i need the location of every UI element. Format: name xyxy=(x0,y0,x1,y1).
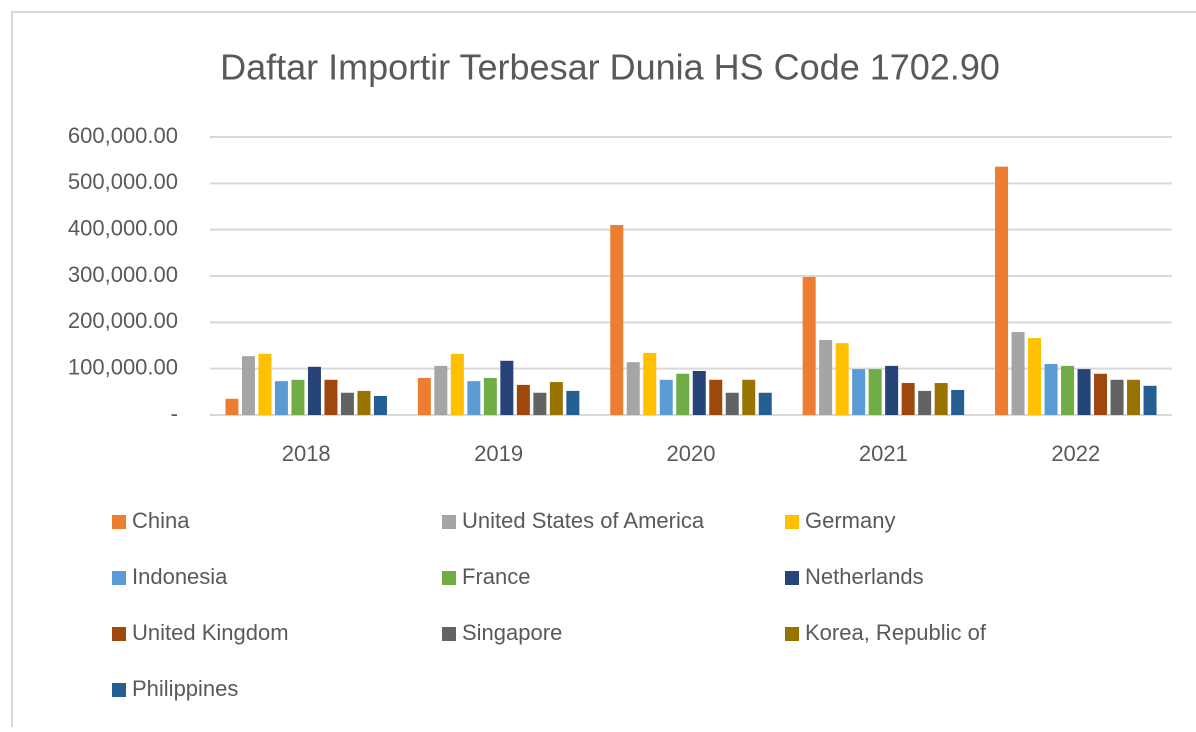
legend-swatch xyxy=(112,515,126,529)
bar xyxy=(934,383,948,415)
legend-swatch xyxy=(112,683,126,697)
legend-swatch xyxy=(785,515,799,529)
bar xyxy=(1127,379,1141,415)
bar xyxy=(357,390,371,415)
legend-swatch xyxy=(112,627,126,641)
bar xyxy=(307,366,321,415)
bar xyxy=(533,392,547,415)
legend-swatch xyxy=(442,571,456,585)
bar xyxy=(725,392,739,415)
bar xyxy=(241,356,255,415)
x-tick-label: 2021 xyxy=(859,441,908,466)
legend-swatch xyxy=(442,627,456,641)
legend-swatch xyxy=(442,515,456,529)
bar xyxy=(1028,338,1042,415)
y-tick-label: 600,000.00 xyxy=(68,123,178,148)
legend-label: China xyxy=(132,508,190,533)
bar xyxy=(659,379,673,415)
bar xyxy=(742,379,756,415)
bar xyxy=(676,373,690,415)
bar xyxy=(1143,385,1157,415)
bar xyxy=(340,392,354,415)
bar xyxy=(626,362,640,415)
bar xyxy=(610,225,624,415)
bar xyxy=(258,353,272,415)
bar xyxy=(643,352,657,415)
legend-label: Indonesia xyxy=(132,564,228,589)
bar xyxy=(1061,365,1075,415)
bar xyxy=(483,377,497,415)
bar xyxy=(1110,379,1124,415)
bar xyxy=(1094,373,1108,415)
x-tick-label: 2022 xyxy=(1051,441,1100,466)
bar xyxy=(1044,364,1058,415)
bar xyxy=(1077,369,1091,415)
bar xyxy=(434,365,448,415)
bar xyxy=(852,369,866,415)
bar xyxy=(373,396,387,415)
y-tick-label: 300,000.00 xyxy=(68,262,178,287)
bar xyxy=(500,360,514,415)
legend-label: United States of America xyxy=(462,508,705,533)
legend-label: United Kingdom xyxy=(132,620,289,645)
y-tick-label: 200,000.00 xyxy=(68,308,178,333)
bar xyxy=(951,389,965,415)
legend-label: Philippines xyxy=(132,676,238,701)
legend-swatch xyxy=(112,571,126,585)
legend-label: Germany xyxy=(805,508,895,533)
bar xyxy=(835,343,849,415)
legend-swatch xyxy=(785,627,799,641)
legend-swatch xyxy=(785,571,799,585)
bar xyxy=(819,339,833,415)
bar xyxy=(692,370,706,415)
bar xyxy=(995,166,1009,415)
chart-title: Daftar Importir Terbesar Dunia HS Code 1… xyxy=(220,47,1000,88)
x-tick-label: 2018 xyxy=(282,441,331,466)
bar xyxy=(802,276,816,415)
bar xyxy=(709,379,723,415)
y-tick-label: 400,000.00 xyxy=(68,215,178,240)
bar xyxy=(450,353,464,415)
bar xyxy=(918,390,932,415)
legend-label: France xyxy=(462,564,530,589)
y-tick-label: 500,000.00 xyxy=(68,169,178,194)
legend-label: Korea, Republic of xyxy=(805,620,987,645)
bar xyxy=(885,365,899,415)
bar xyxy=(1011,332,1025,415)
bar xyxy=(549,382,563,415)
legend-label: Singapore xyxy=(462,620,562,645)
legend-label: Netherlands xyxy=(805,564,924,589)
bar xyxy=(566,390,580,415)
bar xyxy=(274,381,288,415)
x-tick-label: 2020 xyxy=(667,441,716,466)
y-tick-label: - xyxy=(171,401,178,426)
bar xyxy=(901,383,915,415)
bar xyxy=(516,384,530,415)
x-tick-label: 2019 xyxy=(474,441,523,466)
bar xyxy=(291,379,305,415)
bar xyxy=(868,369,882,415)
bar xyxy=(324,379,338,415)
bar xyxy=(467,381,481,415)
bar xyxy=(758,392,772,415)
bar xyxy=(417,377,431,415)
y-tick-label: 100,000.00 xyxy=(68,354,178,379)
bar xyxy=(225,398,239,415)
